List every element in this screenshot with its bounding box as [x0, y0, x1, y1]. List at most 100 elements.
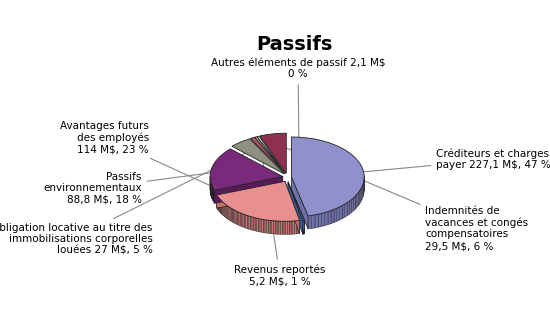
- Polygon shape: [347, 201, 349, 216]
- Polygon shape: [288, 221, 289, 234]
- Polygon shape: [218, 197, 219, 211]
- Polygon shape: [270, 220, 272, 234]
- Polygon shape: [296, 221, 298, 234]
- Polygon shape: [268, 220, 270, 234]
- Polygon shape: [293, 221, 294, 234]
- Polygon shape: [230, 207, 231, 221]
- Polygon shape: [267, 220, 268, 233]
- Polygon shape: [239, 212, 240, 226]
- Polygon shape: [345, 203, 347, 217]
- Polygon shape: [231, 208, 232, 222]
- Polygon shape: [277, 221, 279, 234]
- Polygon shape: [273, 221, 275, 234]
- Polygon shape: [236, 211, 238, 225]
- Polygon shape: [294, 221, 296, 234]
- Polygon shape: [257, 136, 285, 173]
- Polygon shape: [248, 215, 249, 229]
- Polygon shape: [279, 221, 280, 234]
- Polygon shape: [362, 183, 363, 198]
- Polygon shape: [354, 196, 355, 211]
- Polygon shape: [292, 177, 308, 229]
- Polygon shape: [260, 219, 262, 232]
- Polygon shape: [244, 214, 246, 228]
- Polygon shape: [232, 209, 234, 223]
- Text: Revenus reportés
5,2 M$, 1 %: Revenus reportés 5,2 M$, 1 %: [234, 149, 326, 287]
- Polygon shape: [339, 206, 342, 220]
- Polygon shape: [214, 177, 283, 204]
- Polygon shape: [285, 181, 300, 234]
- Polygon shape: [220, 199, 221, 213]
- Polygon shape: [308, 215, 311, 229]
- Polygon shape: [243, 214, 244, 228]
- Polygon shape: [322, 212, 325, 227]
- Polygon shape: [255, 218, 257, 231]
- Text: Avantages futurs
des employés
114 M$, 23 %: Avantages futurs des employés 114 M$, 23…: [60, 121, 256, 206]
- Polygon shape: [226, 204, 227, 218]
- Polygon shape: [210, 149, 283, 190]
- Polygon shape: [334, 208, 337, 222]
- Polygon shape: [349, 200, 351, 214]
- Polygon shape: [291, 221, 293, 234]
- Polygon shape: [251, 137, 285, 173]
- Polygon shape: [286, 221, 288, 234]
- Polygon shape: [331, 209, 334, 224]
- Polygon shape: [252, 217, 254, 230]
- Polygon shape: [238, 212, 239, 225]
- Polygon shape: [282, 221, 284, 234]
- Polygon shape: [288, 182, 305, 234]
- Polygon shape: [337, 207, 339, 221]
- Polygon shape: [292, 137, 364, 216]
- Text: Créditeurs et charges à
payer 227,1 M$, 47 %: Créditeurs et charges à payer 227,1 M$, …: [348, 148, 550, 173]
- Polygon shape: [288, 182, 305, 221]
- Polygon shape: [263, 220, 265, 233]
- Polygon shape: [257, 218, 258, 232]
- Polygon shape: [250, 216, 252, 230]
- Text: Passifs
environnementaux
88,8 M$, 18 %: Passifs environnementaux 88,8 M$, 18 %: [43, 171, 227, 205]
- Polygon shape: [221, 200, 222, 214]
- Polygon shape: [254, 217, 255, 231]
- Text: Obligation locative au titre des
immobilisations corporelles
louées 27 M$, 5 %: Obligation locative au titre des immobil…: [0, 151, 249, 256]
- Polygon shape: [234, 210, 235, 223]
- Polygon shape: [217, 181, 285, 208]
- Polygon shape: [325, 212, 328, 226]
- Polygon shape: [275, 221, 277, 234]
- Polygon shape: [360, 189, 361, 204]
- Polygon shape: [246, 215, 248, 228]
- Polygon shape: [262, 219, 263, 233]
- Polygon shape: [227, 205, 228, 219]
- Polygon shape: [342, 204, 345, 219]
- Polygon shape: [328, 211, 331, 225]
- Polygon shape: [217, 196, 218, 210]
- Polygon shape: [265, 220, 267, 233]
- Polygon shape: [223, 202, 224, 216]
- Polygon shape: [255, 137, 285, 173]
- Polygon shape: [228, 206, 229, 220]
- Polygon shape: [222, 201, 223, 215]
- Polygon shape: [351, 198, 354, 213]
- Polygon shape: [232, 139, 284, 174]
- Polygon shape: [272, 220, 273, 234]
- Polygon shape: [241, 213, 243, 227]
- Polygon shape: [224, 204, 225, 218]
- Polygon shape: [288, 182, 302, 234]
- Polygon shape: [280, 221, 282, 234]
- Polygon shape: [311, 215, 315, 228]
- Polygon shape: [298, 220, 300, 234]
- Polygon shape: [318, 213, 322, 227]
- Polygon shape: [284, 221, 286, 234]
- Polygon shape: [229, 207, 230, 220]
- Text: Autres éléments de passif 2,1 M$
0 %: Autres éléments de passif 2,1 M$ 0 %: [211, 57, 385, 208]
- Polygon shape: [249, 216, 250, 229]
- Text: Indemnités de
vacances et congés
compensatoires
29,5 M$, 6 %: Indemnités de vacances et congés compens…: [279, 145, 529, 251]
- Polygon shape: [359, 191, 360, 206]
- Polygon shape: [258, 219, 260, 232]
- Polygon shape: [289, 221, 291, 234]
- Polygon shape: [315, 214, 318, 228]
- Polygon shape: [260, 133, 287, 173]
- Polygon shape: [240, 213, 241, 227]
- Polygon shape: [219, 198, 220, 212]
- Polygon shape: [235, 210, 236, 224]
- Polygon shape: [217, 181, 300, 221]
- Title: Passifs: Passifs: [256, 35, 333, 54]
- Polygon shape: [361, 187, 362, 202]
